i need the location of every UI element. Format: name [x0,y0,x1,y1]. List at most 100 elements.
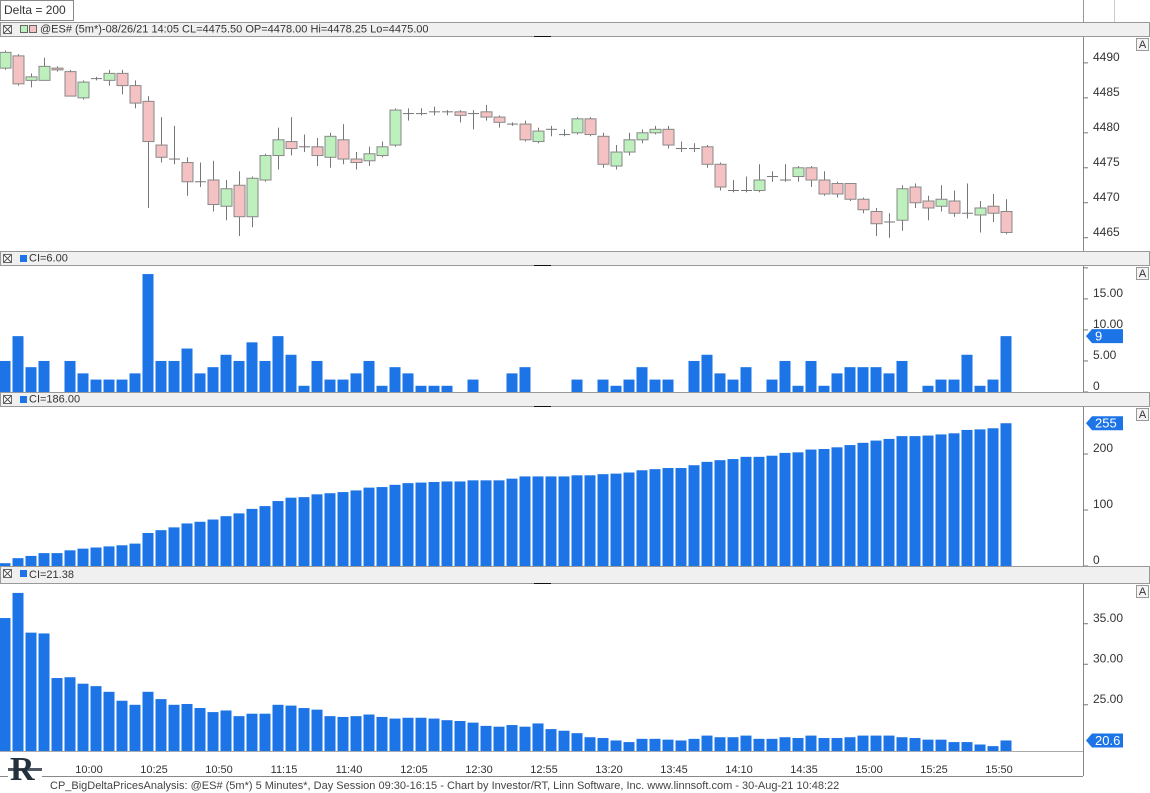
panel-header [0,392,1150,407]
delta-label: Delta = 200 [4,3,66,17]
bar [883,735,895,751]
candle-body [948,200,961,214]
candle-body [909,186,922,204]
bar [987,428,999,566]
x-tick-label: 12:30 [465,764,493,776]
bar [350,490,362,566]
candle-body [571,118,584,134]
bar [415,385,427,392]
bar [259,360,271,392]
bar [207,519,219,566]
bar [207,712,219,751]
bar [337,492,349,566]
scale-button-label[interactable]: A [1139,409,1147,421]
scale-button[interactable] [1136,585,1149,598]
candle-body [884,221,895,223]
candle-body [623,139,636,153]
bar [116,700,128,751]
bar [285,497,297,566]
candle-body [676,148,687,150]
x-tick-label: 11:15 [271,764,298,776]
bar [935,379,947,392]
bar [740,367,752,392]
candle-body [741,190,752,192]
bar [12,558,24,566]
bar [324,379,336,392]
bar [467,722,479,751]
y-tick-label: 20.00 [1093,255,1123,269]
candle-body [416,113,427,115]
bar [922,739,934,751]
scale-button-label[interactable]: A [1139,39,1147,51]
bar [857,735,869,751]
bar [12,336,24,392]
scale-button[interactable] [1136,408,1149,421]
bar [571,733,583,751]
bar [779,737,791,751]
bar [597,738,609,751]
bar [298,708,310,751]
candle-body [507,123,518,125]
bar [792,738,804,751]
scale-button[interactable] [1136,267,1149,280]
candle-body [922,200,935,209]
logo: R [8,751,42,791]
bar [337,716,349,751]
bar [805,449,817,566]
candle-body [962,212,973,214]
x-tick-label: 11:40 [336,764,363,776]
x-tick-label: 13:20 [595,764,623,776]
top-strip [0,0,1150,22]
bar [922,435,934,566]
bar [688,465,700,566]
bar [207,367,219,392]
bar [597,379,609,392]
delta-box [0,0,74,21]
bar [714,737,726,751]
bar [896,737,908,751]
footer: CP_BigDeltaPricesAnalysis: @ES# (5m*) 5 … [50,780,839,792]
candle-body [844,183,857,200]
scale-button[interactable] [1136,38,1149,51]
candle-body [662,128,675,146]
candle-body [610,151,623,167]
y-axis: 4465 4470 4475 4480 4485 4490 [1083,50,1120,239]
candle-body [207,179,220,205]
bar [194,521,206,566]
candle-body [857,198,870,211]
bar [896,436,908,566]
bar [129,543,141,566]
candle-body [0,51,12,69]
scale-button-label[interactable]: A [1139,268,1147,280]
candle-body [25,76,38,81]
bar [142,274,154,392]
bar [350,373,362,392]
bar [194,708,206,751]
bar [389,367,401,392]
bar [467,379,479,392]
bar [974,385,986,392]
plot-area [0,584,1083,751]
bar [103,379,115,392]
bar [38,553,50,566]
legend-swatch-down [29,25,37,33]
bar [779,360,791,392]
y-tick-label: 25.00 [1093,692,1123,706]
bar [675,740,687,751]
candle-body [77,81,90,99]
x-tick-label: 10:25 [140,764,168,776]
bar [662,468,674,566]
bar [12,592,24,751]
bar [987,379,999,392]
bar [64,677,76,751]
bar [766,738,778,751]
scale-button-label[interactable]: A [1139,586,1147,598]
candle-body [103,72,116,81]
bar [311,494,323,566]
bar [51,553,63,566]
bar [558,476,570,566]
candle-body [831,183,844,195]
bar [597,474,609,566]
bar [77,373,89,392]
candle-body [714,163,727,188]
